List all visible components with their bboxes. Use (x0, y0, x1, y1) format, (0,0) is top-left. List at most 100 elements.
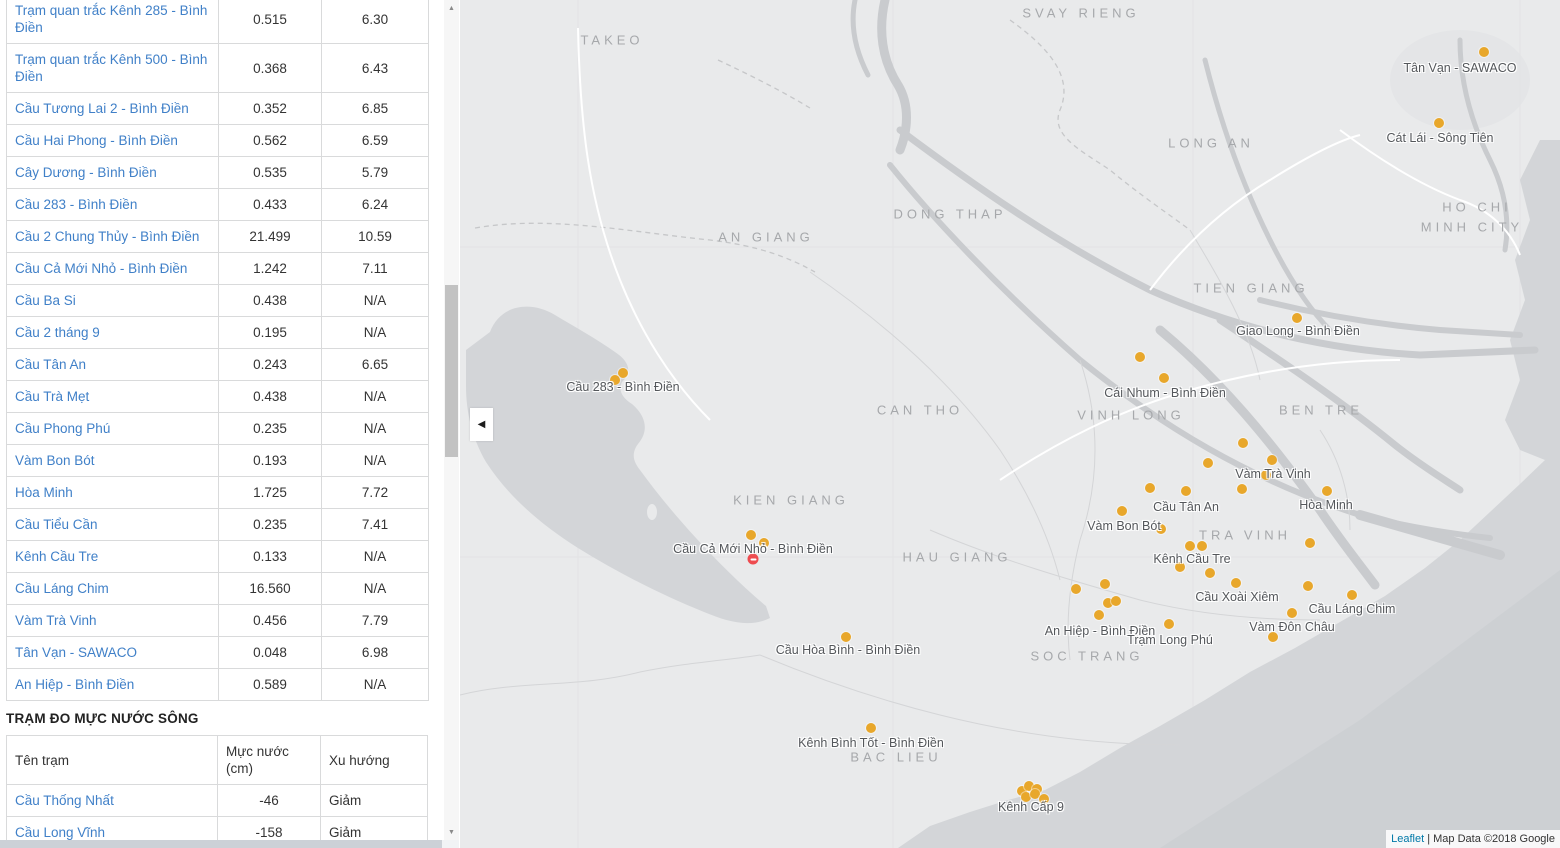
station-marker-label: Giao Long - Bình Điền (1236, 324, 1360, 338)
station-marker[interactable] (1347, 590, 1357, 600)
panel-vertical-scrollbar[interactable]: ▲ ▼ (444, 0, 459, 840)
station-marker[interactable] (1117, 506, 1127, 516)
basemap-tiles (460, 0, 1560, 848)
vertical-scrollbar-thumb[interactable] (445, 285, 458, 457)
station-marker[interactable] (1237, 484, 1247, 494)
station-marker[interactable] (1024, 781, 1034, 791)
station-link[interactable]: Cầu Trà Mẹt (15, 389, 90, 404)
leaflet-map[interactable]: TAKEO SVAY RIENG LONG AN DONG THAP AN GIANG T… (460, 0, 1560, 848)
station-link[interactable]: Cầu Hai Phong - Bình Điền (15, 133, 178, 148)
station-link[interactable]: Cầu Thống Nhất (15, 793, 114, 808)
station-marker-label: Cát Lái - Sông Tiên (1386, 131, 1494, 145)
station-link[interactable]: An Hiệp - Bình Điền (15, 677, 135, 692)
station-value-2: 6.65 (321, 348, 429, 381)
station-link[interactable]: Cầu 2 tháng 9 (15, 325, 100, 340)
table-row: Cầu Láng Chim 16.560 N/A (6, 572, 429, 605)
station-link[interactable]: Cầu Tiểu Cần (15, 517, 98, 532)
station-marker[interactable] (1039, 794, 1049, 804)
station-link[interactable]: Vàm Trà Vinh (15, 613, 97, 628)
station-marker[interactable] (759, 538, 769, 548)
station-marker[interactable] (618, 368, 628, 378)
station-link[interactable]: Cầu Ba Si (15, 293, 76, 308)
station-link[interactable]: Cầu Cả Mới Nhỏ - Bình Điền (15, 261, 188, 276)
station-marker-label: Cái Nhum - Bình Điền (1104, 386, 1226, 400)
station-link[interactable]: Trạm quan trắc Kênh 285 - Bình Điền (15, 3, 208, 35)
station-marker[interactable] (1261, 470, 1271, 480)
scroll-down-icon[interactable]: ▼ (448, 828, 455, 836)
station-link[interactable]: Cầu Tân An (15, 357, 87, 372)
leaflet-link[interactable]: Leaflet (1391, 833, 1425, 845)
station-link[interactable]: Trạm quan trắc Kênh 500 - Bình Điền (15, 52, 208, 84)
scroll-up-icon[interactable]: ▲ (448, 4, 455, 12)
station-link[interactable]: Cây Dương - Bình Điền (15, 165, 157, 180)
station-marker[interactable] (1017, 786, 1027, 796)
station-link[interactable]: Cầu Long Vĩnh (15, 825, 106, 840)
station-marker[interactable] (841, 632, 851, 642)
station-marker[interactable] (1145, 483, 1155, 493)
station-marker[interactable] (1203, 458, 1213, 468)
station-marker[interactable] (1305, 538, 1315, 548)
river-level-section-title: TRẠM ĐO MỰC NƯỚC SÔNG (6, 710, 199, 726)
station-link[interactable]: Vàm Bon Bót (15, 453, 95, 468)
station-marker[interactable] (1268, 632, 1278, 642)
station-value-1: 0.433 (218, 188, 322, 221)
station-marker[interactable] (1021, 792, 1031, 802)
station-value-2: 6.59 (321, 124, 429, 157)
station-link[interactable]: Cầu Phong Phú (15, 421, 111, 436)
station-marker[interactable] (1292, 313, 1302, 323)
station-marker[interactable] (1071, 584, 1081, 594)
station-marker[interactable] (1100, 579, 1110, 589)
station-marker[interactable] (1111, 596, 1121, 606)
station-marker[interactable] (1094, 610, 1104, 620)
station-marker[interactable] (1185, 541, 1195, 551)
table-row: Cầu Thống Nhất -46 Giảm (6, 784, 428, 817)
station-marker[interactable] (1030, 789, 1040, 799)
station-link[interactable]: Hòa Minh (15, 485, 73, 500)
station-link[interactable]: Cầu Láng Chim (15, 581, 109, 596)
station-marker-offline[interactable] (747, 553, 759, 565)
station-marker[interactable] (1231, 578, 1241, 588)
collapse-panel-button[interactable]: ◀ (470, 408, 493, 441)
stations-tables: Trạm quan trắc Kênh 285 - Bình Điền 0.515… (6, 0, 430, 840)
station-marker[interactable] (1287, 608, 1297, 618)
station-link[interactable]: Cầu Tương Lai 2 - Bình Điền (15, 101, 189, 116)
station-value-2: N/A (321, 540, 429, 573)
station-value-2: 6.85 (321, 92, 429, 125)
station-value-2: 6.43 (321, 43, 429, 93)
station-link[interactable]: Cầu 2 Chung Thủy - Bình Điền (15, 229, 200, 244)
station-marker[interactable] (610, 375, 620, 385)
station-marker[interactable] (1479, 47, 1489, 57)
region-label: KIEN GIANG (733, 492, 849, 508)
station-marker[interactable] (1434, 118, 1444, 128)
table-row: Cầu Trà Mẹt 0.438 N/A (6, 380, 429, 413)
station-marker[interactable] (1303, 581, 1313, 591)
horizontal-scrollbar-thumb[interactable] (0, 840, 442, 848)
region-label: TIEN GIANG (1193, 280, 1309, 296)
station-marker[interactable] (1181, 486, 1191, 496)
station-marker-label: An Hiệp - Bình Điền (1044, 624, 1156, 638)
station-marker[interactable] (1197, 541, 1207, 551)
panel-horizontal-scrollbar[interactable] (0, 840, 459, 848)
station-marker[interactable] (1159, 373, 1169, 383)
station-marker[interactable] (1205, 568, 1215, 578)
station-marker[interactable] (1175, 562, 1185, 572)
station-link[interactable]: Kênh Cầu Tre (15, 549, 99, 564)
station-marker[interactable] (1103, 598, 1113, 608)
station-marker[interactable] (1322, 486, 1332, 496)
station-marker[interactable] (1156, 524, 1166, 534)
station-link[interactable]: Cầu 283 - Bình Điền (15, 197, 138, 212)
station-marker[interactable] (746, 530, 756, 540)
station-marker[interactable] (1164, 619, 1174, 629)
station-value-1: 0.438 (218, 284, 322, 317)
station-marker[interactable] (1135, 352, 1145, 362)
station-value-1: 0.589 (218, 668, 322, 701)
station-marker-label: Trạm Long Phú (1127, 633, 1213, 647)
station-marker[interactable] (1238, 438, 1248, 448)
station-link[interactable]: Tân Vạn - SAWACO (15, 645, 138, 660)
table-row: Cầu Cả Mới Nhỏ - Bình Điền 1.242 7.11 (6, 252, 429, 285)
station-marker[interactable] (866, 723, 876, 733)
station-marker[interactable] (1267, 455, 1277, 465)
region-label: LONG AN (1168, 135, 1254, 151)
minus-icon (750, 558, 756, 560)
